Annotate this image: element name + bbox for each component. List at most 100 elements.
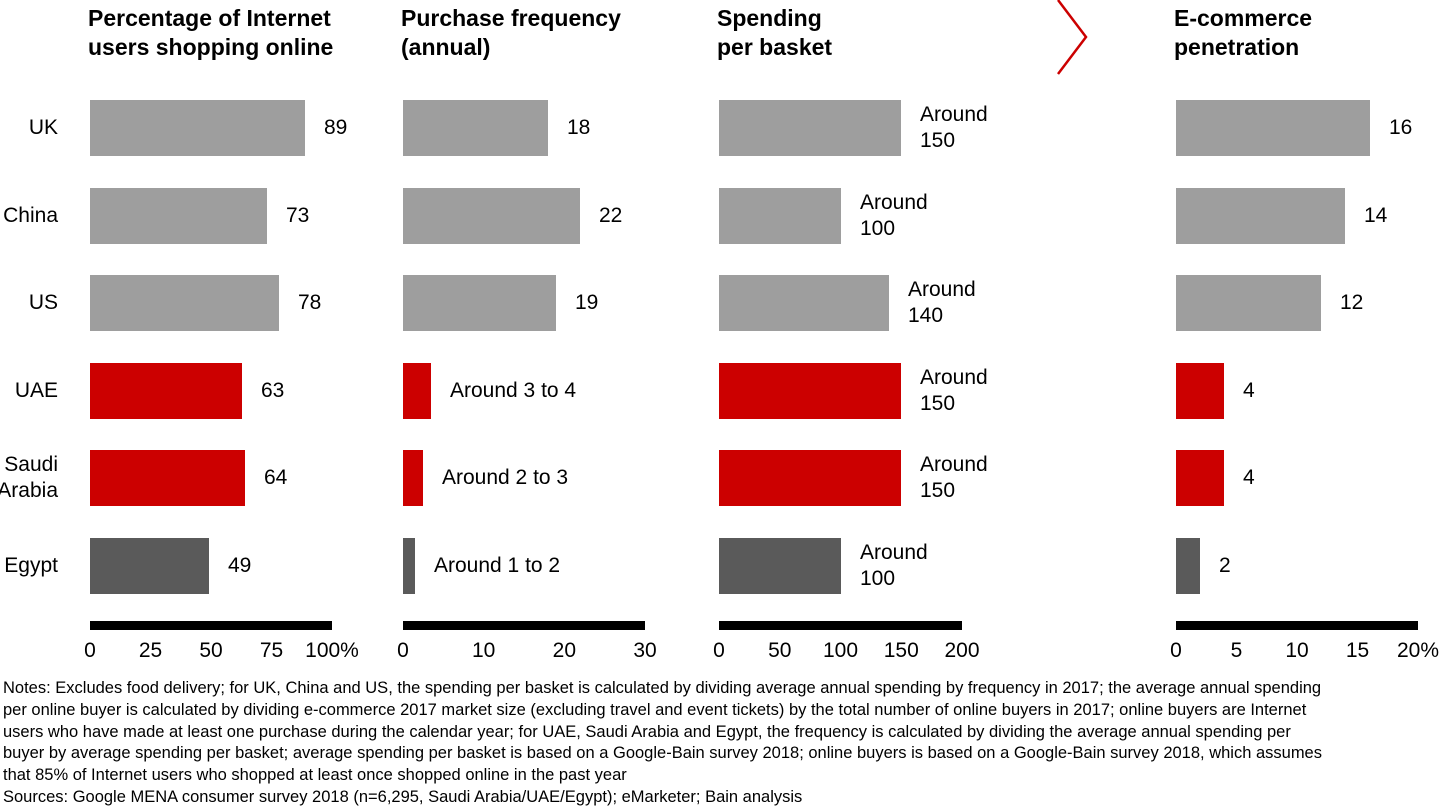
x-axis-tick-label: 75 <box>259 639 284 662</box>
panel-title-line: Purchase frequency <box>401 5 621 31</box>
bar-value-line: 4 <box>1243 378 1255 402</box>
country-label: China <box>0 188 58 244</box>
x-axis-tick-label: 100% <box>305 639 359 662</box>
bar <box>1176 537 1200 594</box>
bar-value-label: 4 <box>1243 363 1255 419</box>
bar-value-line: 19 <box>575 291 599 314</box>
notes-line: users who have made at least one purchas… <box>3 722 1291 741</box>
x-axis-tick-label: 150 <box>883 639 919 662</box>
country-label: Egypt <box>0 538 58 594</box>
bar <box>403 362 431 419</box>
panel-title: Percentage of Internet users shopping onl… <box>88 4 333 62</box>
bar-value-label: Around 150 <box>920 450 988 506</box>
panel-title-line: Percentage of Internet <box>88 5 331 31</box>
chevron-right-icon <box>1057 0 1088 75</box>
footnotes: Notes: Excludes food delivery; for UK, C… <box>3 678 1437 809</box>
bar-value-line: Around 2 to 3 <box>442 466 569 489</box>
x-axis-tick-label: 50 <box>199 639 223 662</box>
bar-value-line: 100 <box>860 216 896 240</box>
bar-value-line: Around <box>860 190 928 214</box>
bar-value-line: 150 <box>920 129 956 152</box>
bar <box>403 275 556 331</box>
country-label: US <box>0 275 58 331</box>
bar <box>403 100 548 156</box>
bar <box>403 187 580 244</box>
bar <box>90 362 242 419</box>
bar-value-label: Around 1 to 2 <box>434 538 560 594</box>
country-label-line: China <box>3 203 58 227</box>
x-axis-line <box>403 621 645 630</box>
bar <box>1176 100 1370 156</box>
x-axis-line <box>719 621 962 630</box>
bar <box>1176 275 1321 331</box>
bar-value-line: 63 <box>261 378 285 402</box>
x-axis-tick-label: 20% <box>1396 639 1440 662</box>
bar-value-line: 100 <box>860 566 896 590</box>
bar-value-label: 14 <box>1364 188 1387 244</box>
bar-value-label: 64 <box>264 450 287 506</box>
x-axis-tick-label: 10 <box>1285 639 1309 662</box>
notes-line: Notes: Excludes food delivery; for UK, C… <box>3 679 1322 697</box>
bar-value-line: 14 <box>1364 203 1388 227</box>
notes-line: buyer by average spending per basket; av… <box>3 744 1322 763</box>
x-axis-line <box>90 621 332 630</box>
bar-value-label: Around 100 <box>860 538 928 594</box>
bar-value-line: 2 <box>1219 553 1231 577</box>
x-axis-tick-label: 10 <box>471 639 496 662</box>
bar <box>90 187 267 244</box>
bar <box>719 100 901 156</box>
bar-value-label: Around 100 <box>860 188 928 244</box>
bar-value-label: 22 <box>599 188 622 244</box>
bar-value-line: 18 <box>567 116 591 139</box>
x-axis-line <box>1176 621 1418 630</box>
bar-value-line: 150 <box>920 479 956 502</box>
bar-value-line: Around 3 to 4 <box>450 378 577 402</box>
panel-title-line: per basket <box>717 34 833 60</box>
bar-value-line: 89 <box>324 116 348 139</box>
bar-value-label: 89 <box>324 100 347 156</box>
bar <box>1176 187 1345 244</box>
bar-value-label: Around 150 <box>920 363 988 419</box>
bar <box>403 537 415 594</box>
bar <box>90 275 279 331</box>
panel-pct-internet-users-shopping-online: Percentage of Internet users shopping onl… <box>84 0 359 675</box>
country-label-line: Arabia <box>0 479 58 502</box>
bar-value-label: 19 <box>575 275 598 331</box>
bar <box>719 362 901 419</box>
panel-title: E-commerce penetration <box>1174 4 1312 62</box>
bar-value-line: Around <box>908 278 976 301</box>
bar-value-label: 12 <box>1340 275 1363 331</box>
bar <box>90 100 305 156</box>
bar <box>403 450 423 506</box>
bar-value-line: Around <box>920 453 988 476</box>
bar <box>719 187 841 244</box>
panel-title: Spending per basket <box>717 4 832 62</box>
bar-value-line: 49 <box>228 553 252 577</box>
x-axis-tick-label: 200 <box>944 639 980 662</box>
country-label: UAE <box>0 363 58 419</box>
bar <box>719 537 841 594</box>
panel-title: Purchase frequency (annual) <box>401 4 621 62</box>
panel-title-line: penetration <box>1174 34 1300 60</box>
bar-value-line: 4 <box>1243 466 1255 489</box>
bar <box>90 450 245 506</box>
country-label-line: Saudi <box>4 453 58 476</box>
bar-value-line: Around <box>920 103 988 126</box>
x-axis-tick-label: 50 <box>768 639 792 662</box>
country-label: UK <box>0 100 58 156</box>
x-axis-tick-label: 0 <box>1170 639 1182 662</box>
bar-value-line: 64 <box>264 466 288 489</box>
bar-value-label: 73 <box>286 188 309 244</box>
bar-value-label: 18 <box>567 100 590 156</box>
bar-value-line: 140 <box>908 304 944 327</box>
bar-value-label: 4 <box>1243 450 1255 506</box>
panel-spending-per-basket: Spending per basket Around 150 Around 100 Arou… <box>713 0 988 675</box>
bar-value-line: 16 <box>1389 116 1413 139</box>
sources-line: Sources: Google MENA consumer survey 201… <box>3 787 803 806</box>
notes-line: per online buyer is calculated by dividi… <box>3 700 1307 719</box>
country-label: Saudi Arabia <box>0 450 58 506</box>
bar-value-label: Around 140 <box>908 275 976 331</box>
bar-value-line: Around <box>920 365 988 389</box>
bar-value-label: 49 <box>228 538 251 594</box>
